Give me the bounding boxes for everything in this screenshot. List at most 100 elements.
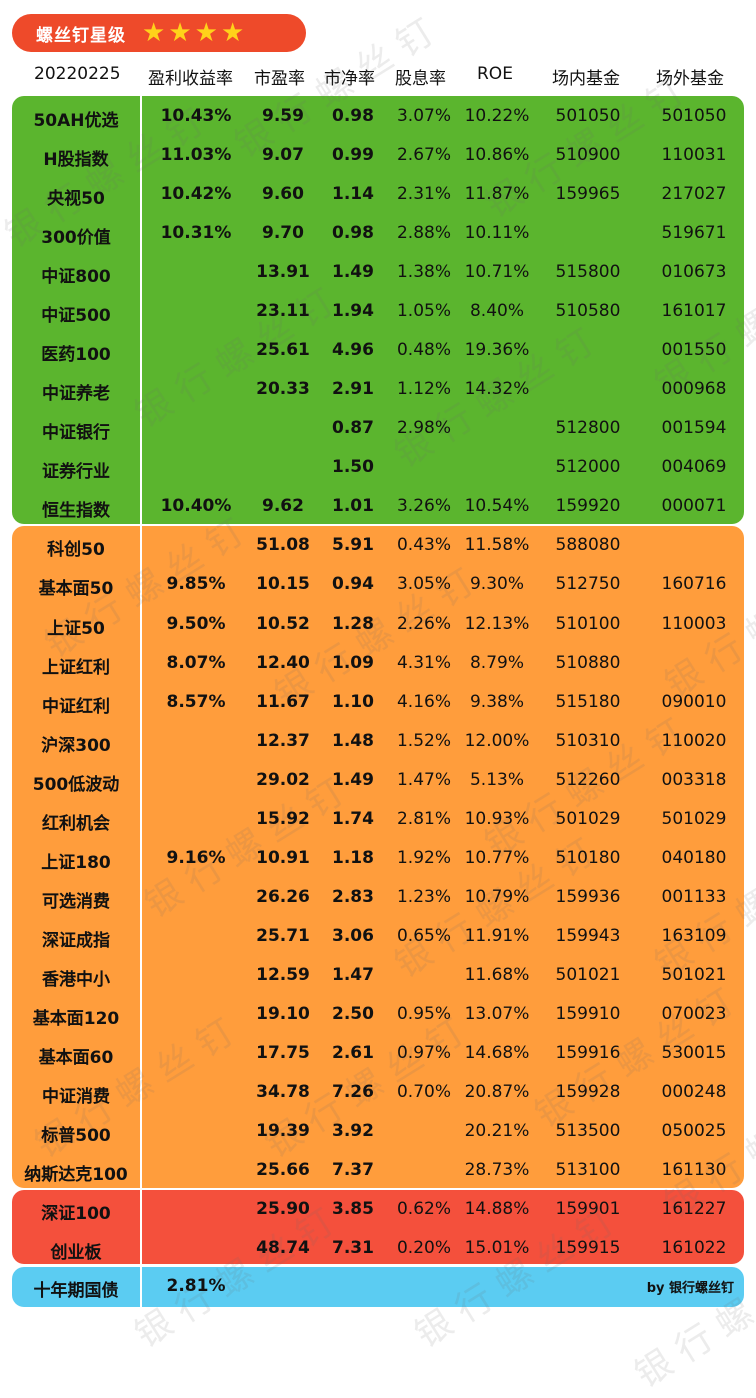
- index-name: 中证银行: [42, 423, 110, 444]
- roe: 8.40%: [469, 301, 524, 322]
- pe-ratio: 26.26: [256, 886, 310, 907]
- pe-ratio: 9.70: [262, 223, 304, 244]
- table-row: 标普500 19.39 3.92 20.21% 513500 050025: [0, 1112, 756, 1151]
- star-rating: ★ ★ ★ ★: [142, 20, 244, 46]
- index-name: 证券行业: [42, 462, 110, 483]
- table-row: 中证800 13.91 1.49 1.38% 10.71% 515800 010673: [0, 253, 756, 292]
- onexchange-fund-code: 159916: [555, 1042, 621, 1063]
- onexchange-fund-code: 515180: [555, 691, 621, 712]
- tier-orange-block: [12, 526, 744, 1188]
- offexchange-fund-code: 110020: [661, 730, 727, 751]
- pb-ratio: 1.50: [332, 457, 374, 478]
- onexchange-fund-code: 159910: [555, 1003, 621, 1024]
- index-name: 300价值: [41, 228, 111, 249]
- dividend-yield: 4.31%: [396, 652, 451, 673]
- star-icon: ★: [194, 18, 218, 48]
- pe-ratio: 29.02: [256, 769, 310, 790]
- offexchange-fund-code: 161130: [661, 1160, 727, 1181]
- onexchange-fund-code: 501029: [555, 808, 621, 829]
- pb-ratio: 1.47: [332, 964, 374, 985]
- onexchange-fund-code: 501050: [555, 106, 621, 126]
- table-row: 纳斯达克100 25.66 7.37 28.73% 513100 161130: [0, 1151, 756, 1190]
- table-row: 沪深300 12.37 1.48 1.52% 12.00% 510310 110020: [0, 722, 756, 761]
- onexchange-fund-code: 588080: [555, 535, 621, 556]
- offexchange-fund-code: 161022: [661, 1238, 727, 1259]
- dividend-yield: 3.26%: [396, 496, 451, 517]
- table-header: 20220225 盈利收益率 市盈率 市净率 股息率 ROE 场内基金 场外基金: [0, 56, 756, 94]
- index-name: 基本面60: [38, 1047, 114, 1068]
- roe: 12.13%: [464, 613, 530, 634]
- dividend-yield: 2.81%: [396, 808, 451, 829]
- offexchange-fund-code: 090010: [661, 691, 727, 712]
- roe: 14.32%: [464, 379, 530, 400]
- pb-ratio: 7.37: [332, 1160, 374, 1181]
- index-name: 基本面50: [38, 579, 114, 600]
- pe-ratio: 20.33: [256, 379, 310, 400]
- onexchange-fund-code: 510310: [555, 730, 621, 751]
- table-row: 中证红利 8.57% 11.67 1.10 4.16% 9.38% 515180 090010: [0, 683, 756, 722]
- offexchange-fund-code: 161227: [661, 1199, 727, 1220]
- index-name: 中证消费: [42, 1087, 110, 1107]
- onexchange-fund-code: 159943: [555, 925, 621, 946]
- offexchange-fund-code: 070023: [661, 1003, 727, 1024]
- onexchange-fund-code: 510900: [555, 145, 621, 166]
- offexchange-fund-code: 163109: [661, 925, 727, 946]
- offexchange-fund-code: 501021: [661, 964, 727, 985]
- pe-ratio: 25.61: [256, 340, 310, 361]
- pe-ratio: 10.91: [256, 847, 310, 868]
- pe-ratio: 9.62: [262, 496, 304, 517]
- credit-text: by 银行螺丝钉: [646, 1281, 734, 1296]
- table-row: 上证50 9.50% 10.52 1.28 2.26% 12.13% 510100 11000…: [0, 605, 756, 644]
- index-name: 央视50: [47, 189, 105, 210]
- index-name: 基本面120: [32, 1008, 120, 1029]
- table-row: 50AH优选 10.43% 9.59 0.98 3.07% 10.22% 501050 501…: [0, 97, 756, 136]
- roe: 9.30%: [469, 574, 524, 595]
- offexchange-fund-code: 001133: [661, 886, 727, 907]
- dividend-yield: 0.97%: [396, 1042, 451, 1063]
- earnings-yield: 10.40%: [160, 496, 232, 517]
- onexchange-fund-code: 510880: [555, 652, 621, 673]
- earnings-yield: 10.43%: [160, 106, 232, 126]
- dividend-yield: 2.31%: [396, 184, 451, 205]
- table-row: 医药100 25.61 4.96 0.48% 19.36% 001550: [0, 331, 756, 370]
- table-row: 中证消费 34.78 7.26 0.70% 20.87% 159928 000248: [0, 1073, 756, 1112]
- roe: 10.86%: [464, 145, 530, 166]
- roe: 19.36%: [464, 340, 530, 361]
- pe-ratio: 12.37: [256, 730, 310, 751]
- pb-ratio: 1.09: [332, 652, 374, 673]
- roe: 10.22%: [464, 106, 530, 126]
- dividend-yield: 1.38%: [396, 262, 451, 283]
- onexchange-fund-code: 510100: [555, 613, 621, 634]
- earnings-yield: 10.42%: [160, 184, 232, 205]
- header-date: 20220225: [34, 64, 121, 84]
- offexchange-fund-code: 000248: [661, 1082, 727, 1102]
- onexchange-fund-code: 159901: [555, 1199, 621, 1220]
- pe-ratio: 25.66: [256, 1160, 310, 1181]
- dividend-yield: 0.70%: [396, 1082, 451, 1102]
- pb-ratio: 0.87: [332, 418, 374, 439]
- pe-ratio: 9.59: [262, 106, 304, 126]
- roe: 10.71%: [464, 262, 530, 283]
- pb-ratio: 1.74: [332, 808, 374, 829]
- offexchange-fund-code: 217027: [661, 184, 727, 205]
- index-name: 科创50: [47, 540, 105, 561]
- index-name: 上证180: [41, 852, 111, 873]
- table-row: 上证180 9.16% 10.91 1.18 1.92% 10.77% 510180 0401…: [0, 839, 756, 878]
- bond-yield: 2.81%: [166, 1276, 226, 1296]
- table-row: 科创50 51.08 5.91 0.43% 11.58% 588080: [0, 526, 756, 565]
- roe: 10.93%: [464, 808, 530, 829]
- index-name: 500低波动: [32, 774, 120, 795]
- earnings-yield: 8.07%: [166, 652, 226, 673]
- header-roe: ROE: [477, 64, 513, 84]
- index-name: 深证100: [41, 1204, 111, 1225]
- offexchange-fund-code: 003318: [661, 769, 727, 790]
- table-row: 香港中小 12.59 1.47 11.68% 501021 501021: [0, 956, 756, 995]
- onexchange-fund-code: 513100: [555, 1160, 621, 1181]
- pe-ratio: 17.75: [256, 1042, 310, 1063]
- star-icon: ★: [220, 18, 245, 48]
- badge-title: 螺丝钉星级: [36, 25, 126, 46]
- offexchange-fund-code: 004069: [661, 457, 727, 478]
- onexchange-fund-code: 159965: [555, 184, 621, 205]
- pe-ratio: 25.90: [256, 1199, 310, 1220]
- roe: 5.13%: [469, 769, 524, 790]
